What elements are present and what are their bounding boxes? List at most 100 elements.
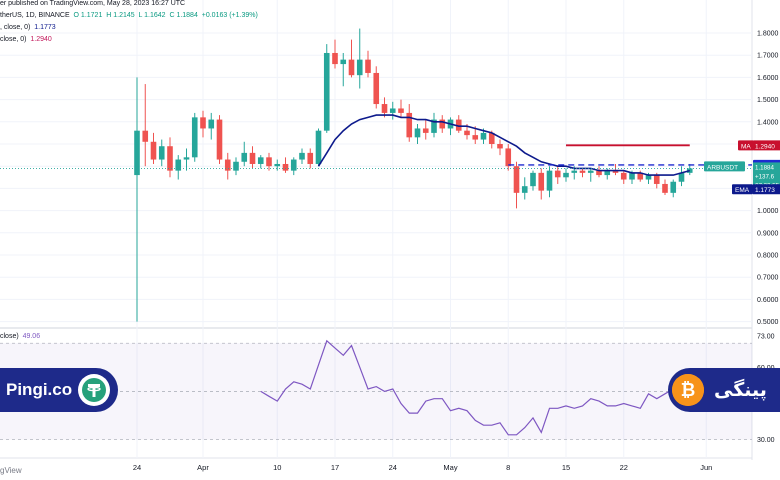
candle-down: [505, 148, 512, 167]
candle-down: [365, 59, 371, 73]
pingi-brand-text: Pingi.co: [6, 380, 73, 399]
pingi-logo-right[interactable]: ₿ پینگی: [668, 368, 780, 412]
candle-down: [513, 166, 520, 193]
candle-up: [571, 170, 578, 173]
candle-down: [422, 128, 429, 133]
candle-down: [579, 170, 586, 173]
footer-text: gView: [0, 466, 22, 475]
candle-up: [546, 170, 553, 191]
ma-axis-tag: 1.2940: [755, 143, 775, 150]
candle-up: [563, 172, 569, 178]
symbol-text: therUS, 1D, BINANCE: [0, 12, 70, 19]
time-tick-label: 24: [389, 463, 397, 472]
candle-down: [307, 152, 314, 164]
candle-down: [653, 175, 660, 184]
candle-down: [488, 132, 495, 144]
ohlc-open: O 1.1721: [73, 12, 103, 19]
candle-down: [150, 141, 157, 160]
axes: 1.80001.70001.60001.50001.40001.30001.20…: [133, 31, 780, 472]
price-tick-label: 0.7000: [757, 275, 779, 282]
candle-down: [464, 130, 470, 136]
candle-up: [241, 152, 248, 162]
pingi-logo-left[interactable]: Pingi.co: [0, 368, 118, 412]
candle-up: [356, 59, 363, 76]
candle-up: [645, 175, 652, 180]
ohlc-high: H 1.2145: [106, 12, 135, 19]
ma-legend[interactable]: close, 0) 1.2940: [0, 36, 52, 43]
candle-down: [398, 108, 404, 113]
ema-axis-tag: 1.1773: [755, 187, 775, 194]
candle-up: [208, 119, 215, 129]
candle-up: [530, 172, 536, 187]
candle-up: [389, 108, 396, 113]
candle-down: [167, 146, 173, 171]
rsi-pane: [0, 339, 752, 441]
published-note: er published on TradingView.com, May 28,…: [0, 0, 186, 7]
candle-down: [439, 119, 446, 129]
last-price-tag-line: +137.6: [755, 173, 775, 180]
candle-up: [315, 130, 322, 164]
time-tick-label: Jun: [700, 463, 712, 472]
candle-down: [200, 117, 206, 129]
price-tick-label: 1.7000: [757, 53, 779, 60]
time-tick-label: 22: [620, 463, 628, 472]
rsi-legend-label: close): [0, 333, 19, 340]
symbol-series-label-bg: [704, 161, 745, 172]
candle-down: [596, 170, 602, 176]
candle-down: [142, 130, 149, 142]
rsi-legend[interactable]: close) 49.06: [0, 333, 40, 340]
price-tick-label: 1.8000: [757, 31, 779, 38]
candle-down: [637, 172, 644, 180]
price-tick-label: 1.4000: [757, 119, 779, 126]
price-tick-label: 0.8000: [757, 253, 779, 260]
time-tick-label: May: [443, 463, 457, 472]
candle-up: [604, 170, 611, 176]
candle-down: [620, 172, 627, 180]
time-tick-label: 17: [331, 463, 339, 472]
last-price-tag-line: 1.1884: [755, 164, 774, 171]
ma-series-label: MA: [741, 143, 751, 150]
bitcoin-icon: ₿: [672, 374, 704, 406]
candle-down: [406, 112, 413, 138]
svg-text:₿: ₿: [681, 380, 696, 401]
time-tick-label: 8: [506, 463, 510, 472]
candle-down: [216, 119, 223, 160]
candle-up: [480, 132, 487, 140]
ma-axis-tag-bg: [753, 140, 780, 151]
candle-up: [183, 157, 190, 160]
candle-down: [381, 104, 388, 113]
rsi-line: [260, 339, 674, 436]
time-tick-label: Apr: [197, 463, 209, 472]
rsi-tick-label: 30.00: [757, 437, 775, 444]
rsi-legend-value: 49.06: [22, 333, 41, 340]
candle-up: [191, 117, 198, 158]
ema-legend[interactable]: , close, 0) 1.1773: [0, 24, 56, 31]
candle-up: [233, 161, 239, 171]
candle-down: [472, 135, 479, 140]
candle-up: [299, 152, 305, 160]
candle-down: [662, 183, 668, 193]
candle-up: [290, 159, 297, 171]
symbol-legend: therUS, 1D, BINANCE O 1.1721 H 1.2145 L …: [0, 12, 258, 19]
candle-up: [670, 181, 677, 193]
ema-axis-tag-bg: [753, 184, 780, 195]
candle-up: [323, 52, 330, 131]
candle-up: [629, 172, 635, 180]
price-tick-label: 0.6000: [757, 297, 779, 304]
candle-down: [266, 157, 272, 167]
ema-series-label-bg: [732, 184, 753, 195]
candle-down: [224, 159, 231, 171]
candle-down: [249, 152, 256, 164]
ohlc-close: C 1.1884: [169, 12, 198, 19]
price-tick-label: 0.9000: [757, 230, 779, 237]
candle-up: [340, 59, 347, 65]
ohlc-low: L 1.1642: [138, 12, 166, 19]
tether-icon: [78, 374, 111, 406]
ema-legend-value: 1.1773: [34, 24, 56, 31]
ema-series-label: EMA: [735, 187, 750, 194]
ma-legend-label: close, 0): [0, 36, 27, 43]
candle-up: [678, 172, 685, 182]
candle-down: [497, 144, 503, 149]
candle-down: [538, 172, 545, 191]
